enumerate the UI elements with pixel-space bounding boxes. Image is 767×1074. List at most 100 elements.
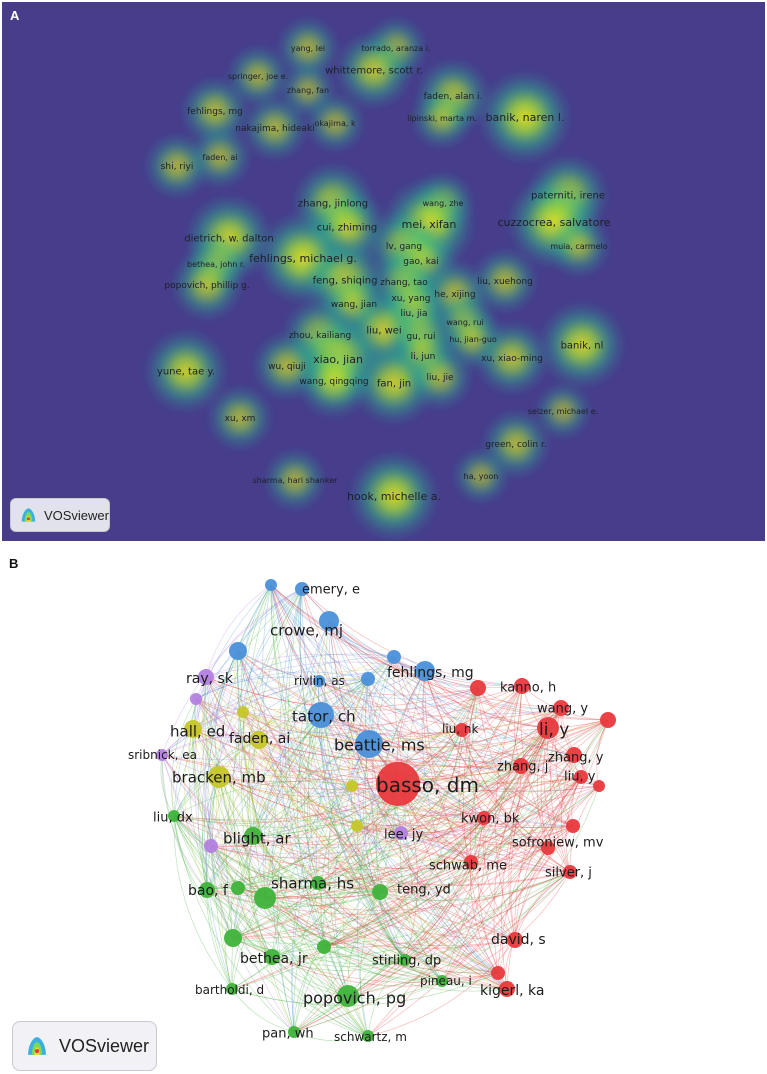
network-node <box>184 720 202 738</box>
network-link <box>543 727 571 873</box>
author-label: whittemore, scott r. <box>325 66 423 77</box>
network-link <box>264 776 582 899</box>
network-link <box>368 687 479 745</box>
network-link <box>237 588 303 652</box>
network-link <box>252 835 549 870</box>
network-link <box>367 678 508 990</box>
network-link <box>232 707 562 939</box>
network-link <box>291 743 370 1033</box>
network-link <box>347 817 485 997</box>
network-link <box>173 815 295 1033</box>
author-label: hall, ed <box>170 722 225 740</box>
network-node <box>514 678 530 694</box>
density-blob <box>295 342 373 420</box>
network-link <box>173 765 522 828</box>
network-link <box>218 729 463 783</box>
author-label: lipinski, marta m. <box>407 114 477 123</box>
network-link <box>264 678 369 899</box>
network-link <box>351 687 479 787</box>
network-link <box>218 776 485 827</box>
network-link <box>258 719 609 763</box>
network-link <box>293 861 472 1033</box>
author-label: zhou, kailiang <box>289 331 351 341</box>
network-link <box>323 946 499 979</box>
network-link <box>232 937 369 1037</box>
network-link <box>317 882 443 982</box>
author-label: liu, nk <box>442 722 479 736</box>
network-link <box>206 889 443 982</box>
network-link <box>368 743 549 849</box>
network-link <box>195 653 395 700</box>
network-link <box>351 785 485 820</box>
network-node <box>372 884 388 900</box>
network-link <box>195 698 485 819</box>
network-link <box>237 882 319 894</box>
network-link <box>204 650 239 847</box>
network-node <box>244 827 262 845</box>
network-link <box>351 785 516 941</box>
density-blob <box>405 342 475 412</box>
author-label: wang, y <box>537 702 588 717</box>
network-link <box>258 739 508 990</box>
network-link <box>202 676 220 778</box>
density-blob <box>347 449 441 541</box>
network-node <box>387 650 401 664</box>
network-link <box>173 815 239 889</box>
network-link <box>470 719 609 863</box>
network-link <box>328 620 609 721</box>
network-link <box>192 728 381 893</box>
network-link <box>252 835 571 886</box>
network-link <box>367 678 522 767</box>
network-link <box>193 676 234 939</box>
network-node <box>566 819 580 833</box>
author-label: zhang, jinlong <box>298 199 368 210</box>
network-link <box>483 817 571 873</box>
network-link <box>364 656 395 893</box>
network-link <box>400 727 549 834</box>
network-link <box>513 685 523 767</box>
network-link <box>197 650 239 891</box>
network-link <box>173 670 426 817</box>
network-link <box>232 871 571 945</box>
density-blob <box>451 446 511 506</box>
author-label: yune, tae y. <box>157 367 215 378</box>
network-link <box>368 743 485 819</box>
network-link <box>520 765 600 787</box>
network-link <box>493 727 549 974</box>
network-link <box>161 588 303 756</box>
network-link <box>477 687 549 849</box>
density-blob <box>477 69 573 165</box>
network-link <box>270 584 406 961</box>
network-link <box>319 785 353 948</box>
network-link <box>240 584 272 713</box>
network-link <box>258 739 406 961</box>
network-link <box>293 980 443 1033</box>
network-link <box>317 882 508 990</box>
author-label: liu, wei <box>366 326 401 337</box>
network-link <box>246 739 260 837</box>
network-link <box>242 707 562 739</box>
author-label: stirling, dp <box>372 954 441 969</box>
network-link <box>404 776 582 961</box>
network-link <box>393 656 485 819</box>
network-link <box>214 650 239 778</box>
network-link <box>482 817 516 941</box>
network-link <box>317 882 499 974</box>
network-link <box>241 584 295 1033</box>
network-link <box>173 719 609 823</box>
author-label: bao, f <box>188 883 229 899</box>
author-label: faden, ai <box>203 153 238 162</box>
network-link <box>173 781 353 817</box>
author-label: silver, j <box>545 866 592 881</box>
network-link <box>351 785 574 832</box>
vosviewer-logo-text-b: VOSviewer <box>59 1035 150 1056</box>
network-link <box>320 714 575 763</box>
network-link <box>258 727 549 761</box>
network-link <box>161 730 370 756</box>
network-link <box>400 832 549 856</box>
network-link <box>497 871 571 974</box>
network-link <box>206 889 369 1037</box>
author-label: shi, riyi <box>161 162 194 172</box>
network-link <box>252 743 370 837</box>
author-label: sharma, hs <box>271 874 354 892</box>
